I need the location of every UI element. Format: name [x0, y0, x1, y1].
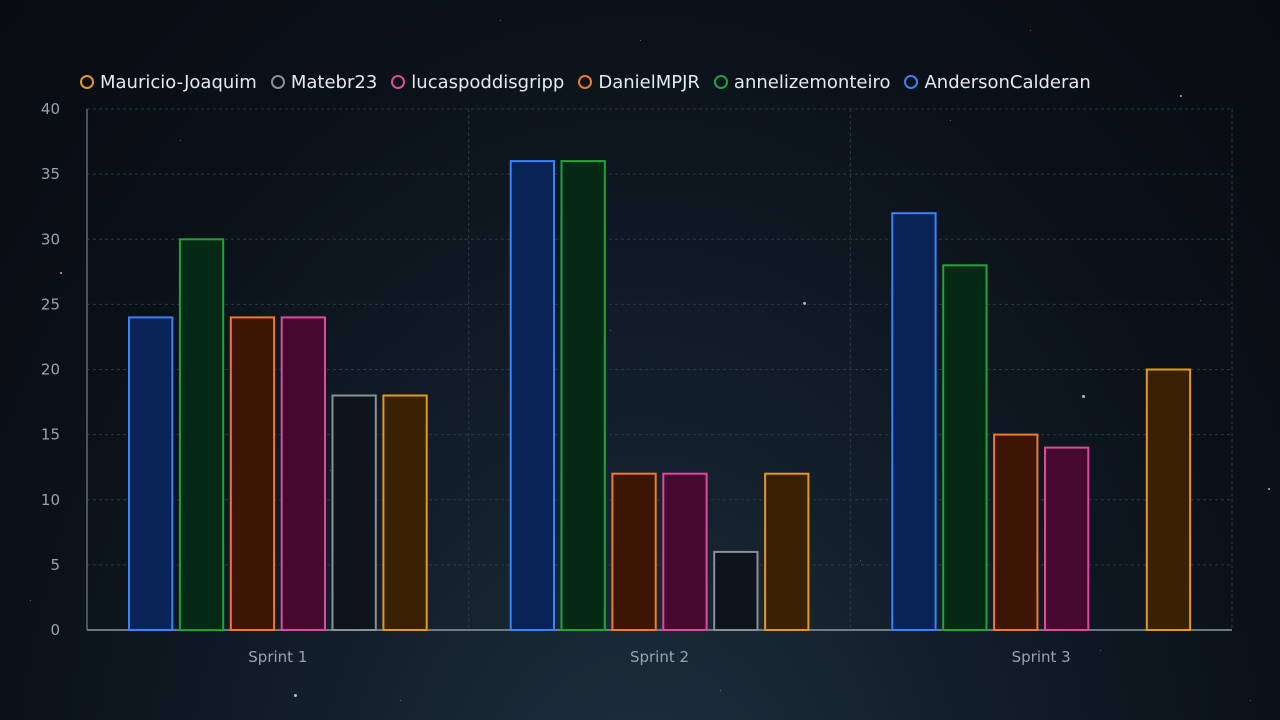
- legend-label: Mauricio-Joaquim: [100, 71, 257, 93]
- legend-item[interactable]: DanielMPJR: [578, 72, 700, 93]
- legend-swatch-icon: [270, 75, 285, 89]
- bar: [509, 160, 556, 631]
- x-category-label: Sprint 2: [630, 648, 689, 666]
- y-tick-label: 10: [41, 491, 60, 509]
- legend-swatch-icon: [713, 75, 728, 89]
- star-dot: [180, 140, 181, 141]
- bar: [178, 238, 225, 632]
- star-dot: [860, 560, 861, 561]
- star-dot: [640, 40, 641, 41]
- star-dot: [950, 120, 951, 121]
- x-category-label: Sprint 1: [248, 648, 307, 666]
- bar: [382, 394, 428, 631]
- legend-item[interactable]: Mauricio-Joaquim: [80, 72, 257, 93]
- bar: [229, 316, 276, 631]
- star-dot: [1100, 650, 1101, 651]
- star-dot: [1180, 95, 1182, 97]
- star-dot: [610, 330, 611, 331]
- legend-swatch-icon: [80, 75, 94, 89]
- x-category-label: Sprint 3: [1012, 648, 1071, 666]
- y-tick-label: 40: [41, 100, 60, 118]
- legend-label: lucaspoddisgripp: [411, 71, 565, 93]
- chart-legend: Mauricio-Joaquim Matebr23 lucaspoddisgripp…: [80, 68, 1105, 96]
- legend-label: Matebr23: [290, 71, 378, 93]
- legend-swatch-icon: [578, 75, 593, 89]
- bar: [713, 550, 759, 632]
- star-dot: [803, 302, 806, 305]
- legend-label: AndersonCalderan: [924, 71, 1091, 93]
- star-dot: [500, 20, 501, 21]
- y-tick-label: 15: [41, 426, 60, 444]
- y-tick-label: 25: [41, 295, 60, 313]
- star-dot: [60, 272, 62, 274]
- y-tick-label: 30: [41, 230, 60, 248]
- bar: [764, 472, 810, 632]
- y-tick-label: 35: [41, 165, 60, 183]
- bar: [560, 160, 606, 631]
- bar: [128, 316, 174, 631]
- legend-item[interactable]: lucaspoddisgripp: [391, 72, 564, 93]
- legend-swatch-icon: [391, 75, 406, 89]
- star-dot: [1268, 488, 1270, 490]
- legend-label: annelizemonteiro: [733, 71, 891, 93]
- bar: [942, 264, 988, 631]
- star-dot: [1030, 30, 1031, 31]
- bar: [1044, 446, 1090, 631]
- bar: [331, 394, 377, 631]
- bar: [662, 472, 708, 632]
- star-dot: [1082, 395, 1085, 398]
- legend-item[interactable]: Matebr23: [270, 71, 378, 93]
- legend-item[interactable]: AndersonCalderan: [904, 71, 1091, 93]
- bar: [1145, 368, 1192, 631]
- star-dot: [294, 694, 297, 697]
- legend-label: DanielMPJR: [598, 71, 700, 93]
- star-dot: [30, 600, 31, 601]
- star-dot: [1250, 700, 1251, 701]
- star-dot: [1200, 300, 1201, 301]
- bar: [993, 433, 1039, 631]
- bar: [280, 316, 327, 631]
- y-tick-label: 20: [41, 361, 60, 379]
- star-dot: [330, 470, 331, 471]
- legend-swatch-icon: [904, 75, 919, 89]
- bar: [891, 212, 937, 631]
- star-dot: [720, 690, 721, 691]
- legend-item[interactable]: annelizemonteiro: [713, 71, 891, 93]
- y-tick-label: 0: [50, 621, 60, 639]
- bar: [611, 472, 657, 632]
- star-dot: [400, 700, 401, 701]
- y-tick-label: 5: [50, 556, 60, 574]
